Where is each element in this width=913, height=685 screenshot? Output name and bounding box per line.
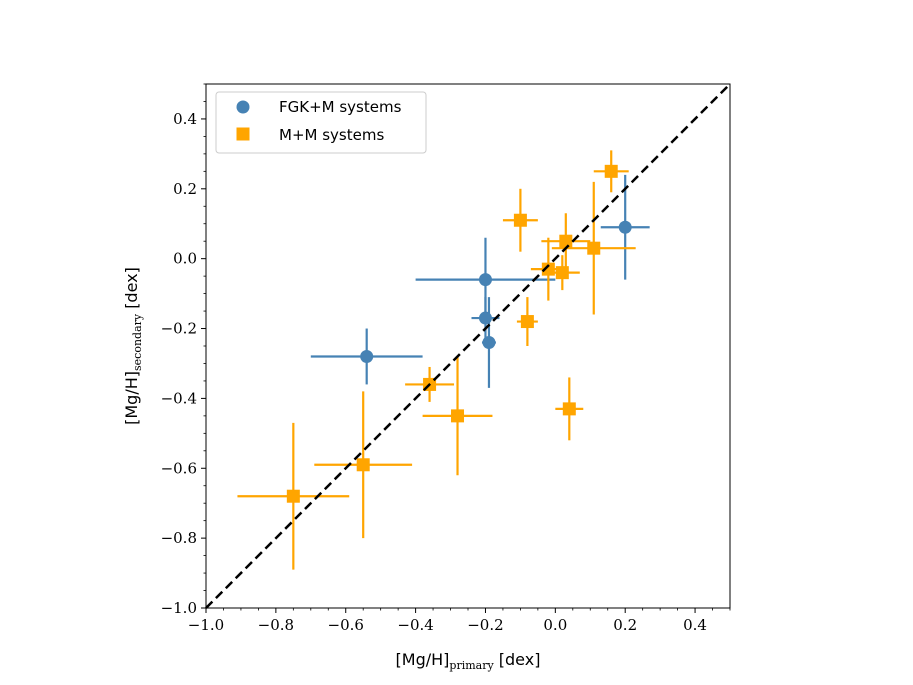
legend-marker-mm xyxy=(236,127,250,141)
x-tick-label: 0.4 xyxy=(683,616,707,634)
x-tick-label: −0.2 xyxy=(467,616,503,634)
y-tick-label: 0.2 xyxy=(173,180,197,198)
y-axis-label: [Mg/H]secondary [dex] xyxy=(122,267,144,425)
data-point xyxy=(587,241,601,255)
data-point xyxy=(356,458,370,472)
data-point xyxy=(286,489,300,503)
series-mm xyxy=(237,150,636,570)
x-tick-label: 0.2 xyxy=(613,616,637,634)
plot-area xyxy=(205,83,731,609)
x-axis: −1.0 −0.8 −0.6 −0.4 −0.2 0.0 0.2 0.4 xyxy=(188,608,731,634)
data-point xyxy=(513,213,527,227)
y-tick-label: −0.8 xyxy=(161,529,197,547)
series-fgkm xyxy=(310,174,650,388)
x-tick-label: −0.4 xyxy=(397,616,433,634)
data-point xyxy=(482,336,496,350)
data-point xyxy=(478,273,492,287)
legend-label-fgkm: FGK+M systems xyxy=(279,98,402,116)
legend-label-mm: M+M systems xyxy=(279,126,384,144)
y-tick-label: −0.4 xyxy=(161,389,197,407)
data-point xyxy=(555,266,569,280)
x-axis-label: [Mg/H]primary [dex] xyxy=(396,650,541,672)
x-tick-label: −1.0 xyxy=(188,616,224,634)
legend-box xyxy=(215,91,427,154)
data-point xyxy=(520,315,534,329)
y-axis: −1.0 −0.8 −0.6 −0.4 −0.2 0.0 0.2 0.4 xyxy=(161,83,206,617)
data-point xyxy=(559,234,573,248)
data-point xyxy=(618,220,632,234)
x-tick-label: −0.6 xyxy=(328,616,364,634)
data-point xyxy=(562,402,576,416)
y-tick-label: 0.4 xyxy=(173,110,197,128)
y-tick-label: −0.2 xyxy=(161,320,197,338)
y-tick-label: −0.6 xyxy=(161,459,197,477)
y-tick-label: 0.0 xyxy=(173,250,197,268)
data-point xyxy=(360,349,374,363)
y-tick-label: −1.0 xyxy=(161,599,197,617)
legend-marker-fgkm xyxy=(236,100,250,114)
x-tick-label: 0.0 xyxy=(543,616,567,634)
data-point xyxy=(451,409,465,423)
legend: FGK+M systems M+M systems xyxy=(215,91,427,154)
one-to-one-line xyxy=(205,83,731,609)
data-point xyxy=(604,164,618,178)
x-tick-label: −0.8 xyxy=(258,616,294,634)
